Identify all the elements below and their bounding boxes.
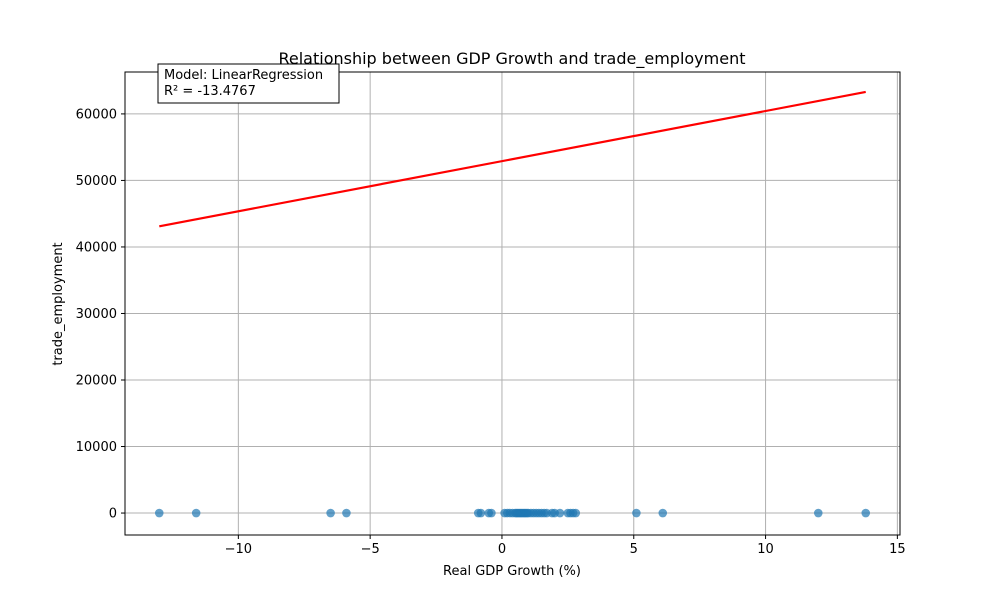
scatter-point — [813, 508, 823, 518]
y-tick-label: 60000 — [76, 107, 117, 122]
y-tick-label: 30000 — [76, 307, 117, 322]
scatter-point — [658, 508, 668, 518]
annotation-model-text: Model: LinearRegression — [164, 68, 323, 83]
model-annotation: Model: LinearRegression R² = -13.4767 — [157, 63, 340, 104]
regression-line-layer — [159, 90, 866, 228]
chart-title: Relationship between GDP Growth and trad… — [278, 49, 745, 69]
y-tick-label: 20000 — [76, 374, 117, 389]
y-tick-label: 0 — [109, 507, 117, 522]
x-tick-label: 5 — [630, 542, 638, 557]
x-axis-label: Real GDP Growth (%) — [443, 564, 581, 579]
y-axis-label: trade_employment — [51, 242, 66, 365]
x-tick-label: −5 — [361, 542, 380, 557]
y-tick-label: 10000 — [76, 440, 117, 455]
y-tick-label: 40000 — [76, 240, 117, 255]
plot-frame — [124, 71, 901, 536]
scatter-point — [487, 508, 496, 518]
scatter-point — [632, 508, 641, 518]
scatter-point — [191, 508, 201, 518]
scatter-point — [571, 508, 581, 518]
scatter-point — [342, 508, 351, 518]
scatter-points-layer — [154, 508, 871, 518]
scatter-point — [476, 508, 486, 518]
x-tick-label: 15 — [889, 542, 906, 557]
grid-layer — [125, 72, 900, 535]
x-tick-label: 10 — [757, 542, 774, 557]
ticks-layer: −10 −5 0 5 10 15 0 10000 20000 30000 40000 50000 600… — [76, 107, 906, 557]
scatter-point — [861, 508, 871, 518]
annotation-r2-text: R² = -13.4767 — [164, 84, 256, 99]
scatter-point — [154, 508, 164, 518]
regression-line — [159, 90, 866, 228]
scatter-point — [555, 508, 565, 518]
scatter-point — [326, 508, 335, 518]
annotation-frame — [157, 63, 340, 104]
x-tick-label: −10 — [225, 542, 252, 557]
y-tick-label: 50000 — [76, 174, 117, 189]
x-tick-label: 0 — [498, 542, 506, 557]
